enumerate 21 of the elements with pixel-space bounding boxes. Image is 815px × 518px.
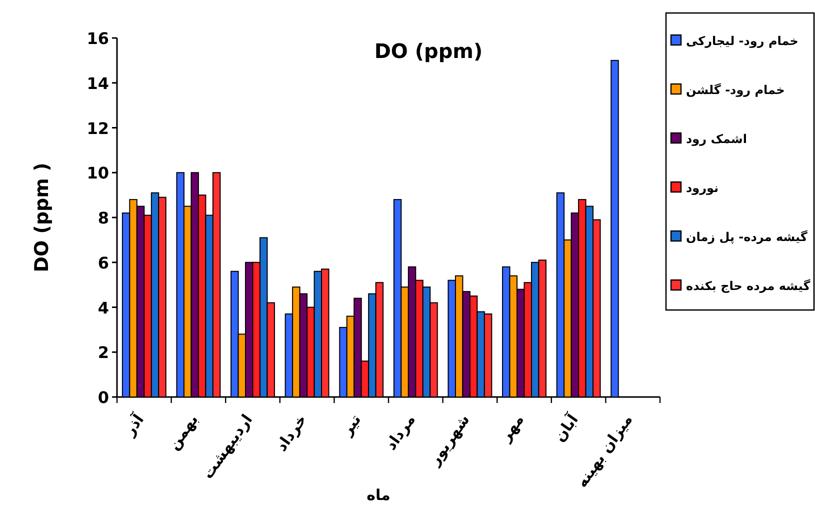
y-axis-title: DO (ppm ) <box>31 162 53 272</box>
y-tick-label: 12 <box>86 118 109 138</box>
x-tick-label: شهریور <box>424 410 474 470</box>
x-tick-label: مهر <box>496 410 528 446</box>
x-tick-label: مرداد <box>382 410 419 454</box>
y-tick-label: 8 <box>98 208 109 228</box>
y-tick-label: 4 <box>98 298 109 318</box>
y-tick-label: 0 <box>98 388 109 407</box>
legend-label: نورود <box>686 181 719 195</box>
chart-title: DO (ppm) <box>374 39 483 63</box>
x-tick-label: آبان <box>550 410 582 446</box>
y-tick-label: 2 <box>98 343 109 362</box>
y-tick-label: 10 <box>86 164 109 183</box>
y-tick-label: 14 <box>86 74 109 93</box>
legend-label: اشمک رود <box>686 132 747 146</box>
x-tick-label: آذر <box>118 410 148 440</box>
x-tick-label: تیر <box>337 410 365 440</box>
x-tick-label: خرداد <box>272 410 310 455</box>
y-tick-label: 16 <box>86 29 109 48</box>
y-tick-label: 6 <box>98 253 109 272</box>
x-axis-title: ماه <box>366 486 390 504</box>
